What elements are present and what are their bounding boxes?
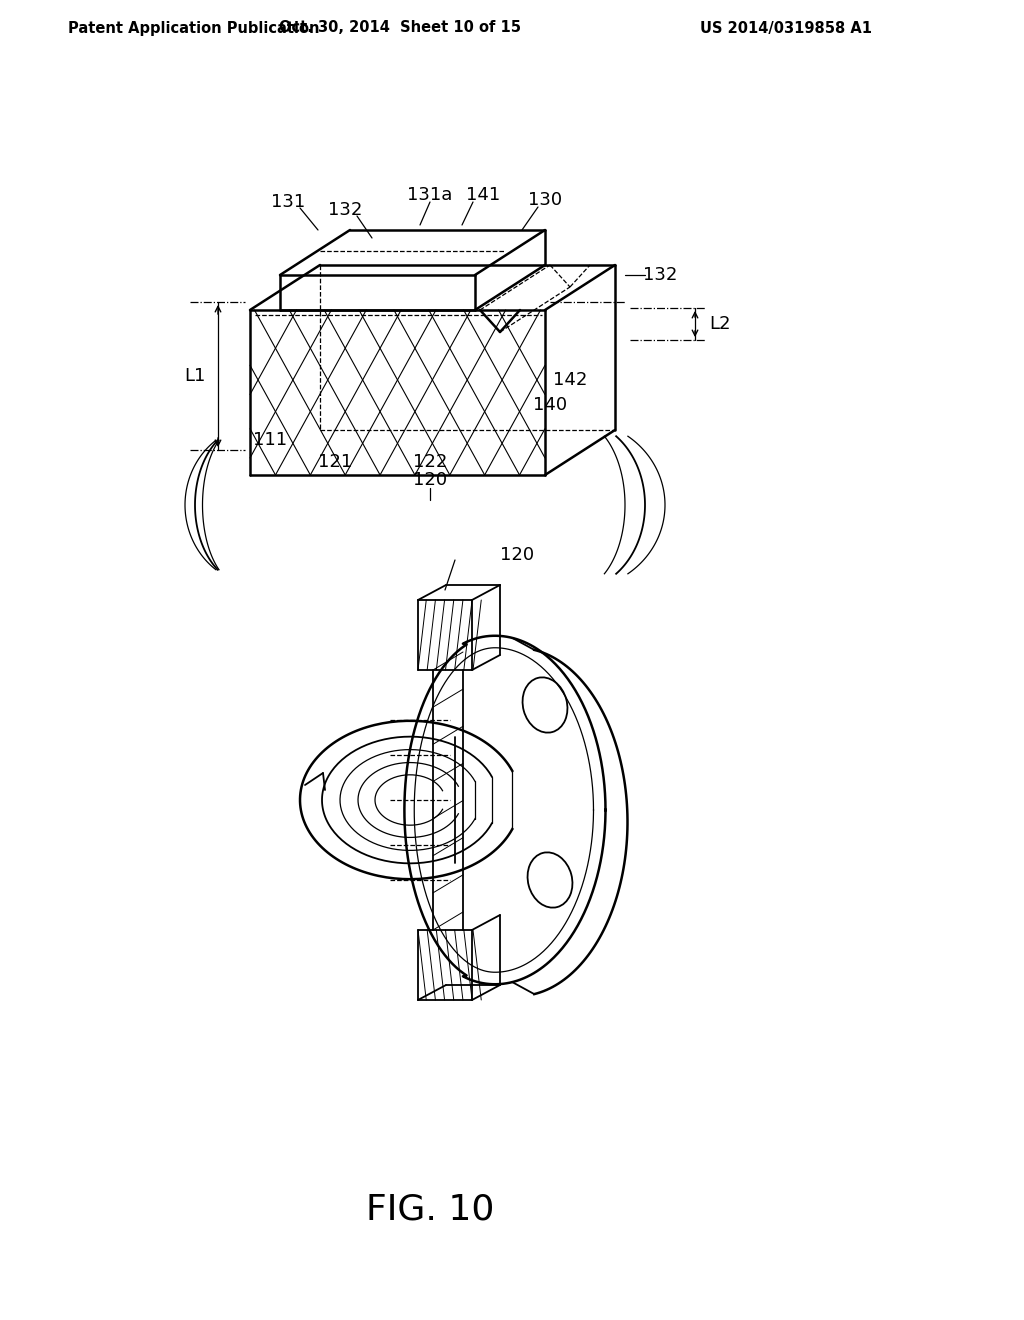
Text: FIG. 10: FIG. 10 [366,1193,495,1228]
Text: 120: 120 [413,471,447,488]
Text: 131: 131 [271,193,305,211]
Text: 132: 132 [643,267,677,284]
Text: 120: 120 [500,546,535,564]
Text: 131a: 131a [408,186,453,205]
Text: 111: 111 [253,432,287,449]
Text: 132: 132 [328,201,362,219]
Text: US 2014/0319858 A1: US 2014/0319858 A1 [700,21,872,36]
Text: Patent Application Publication: Patent Application Publication [68,21,319,36]
Text: L1: L1 [184,367,206,385]
Text: 142: 142 [553,371,587,389]
Text: L2: L2 [710,315,731,333]
Text: 140: 140 [532,396,567,414]
Text: 141: 141 [466,186,500,205]
Text: Oct. 30, 2014  Sheet 10 of 15: Oct. 30, 2014 Sheet 10 of 15 [279,21,521,36]
Text: 121: 121 [317,453,352,471]
Text: 130: 130 [528,191,562,209]
Text: 122: 122 [413,453,447,471]
